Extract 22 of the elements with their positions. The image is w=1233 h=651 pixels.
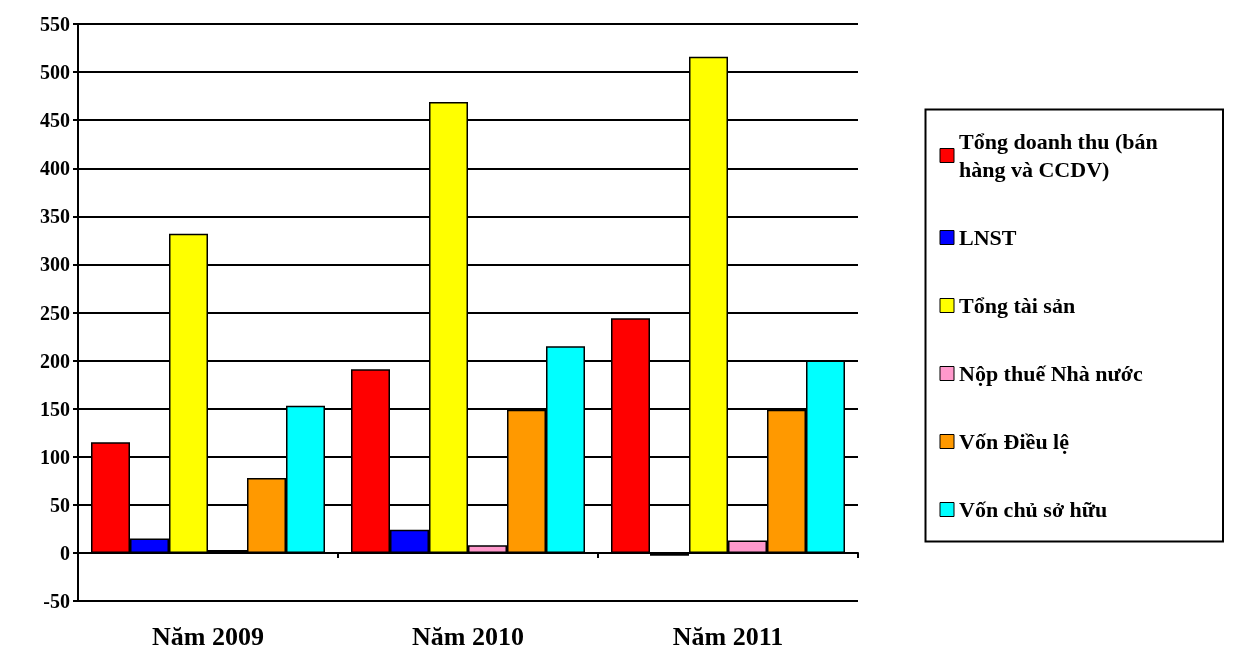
- y-tick-label: 50: [50, 493, 70, 516]
- legend-label: LNST: [959, 225, 1017, 250]
- y-tick-label: 450: [40, 109, 70, 132]
- y-tick-label: 150: [40, 397, 70, 420]
- y-tick-label: 200: [40, 349, 70, 372]
- y-tick-label: 0: [60, 541, 70, 564]
- x-tick-label: Năm 2009: [152, 621, 264, 651]
- y-tick-label: 100: [40, 445, 70, 468]
- legend-label: Tổng doanh thu (bán hàng và CCDV): [959, 129, 1164, 182]
- legend-label: Vốn Điều lệ: [959, 429, 1070, 454]
- y-tick-label: 300: [40, 253, 70, 276]
- y-tick-label: 400: [40, 157, 70, 180]
- legend-label: Nộp thuế Nhà nước: [959, 361, 1143, 386]
- x-tick-label: Năm 2010: [412, 621, 524, 651]
- y-tick-label: -50: [43, 590, 70, 612]
- y-tick-label: 550: [40, 13, 70, 35]
- legend-label: Vốn chủ sở hữu: [959, 497, 1108, 522]
- x-tick-label: Năm 2011: [672, 621, 784, 651]
- legend-label: Tổng tài sản: [959, 293, 1076, 318]
- y-tick-label: 250: [40, 301, 70, 324]
- y-tick-label: 350: [40, 205, 70, 228]
- y-tick-label: 500: [40, 61, 70, 84]
